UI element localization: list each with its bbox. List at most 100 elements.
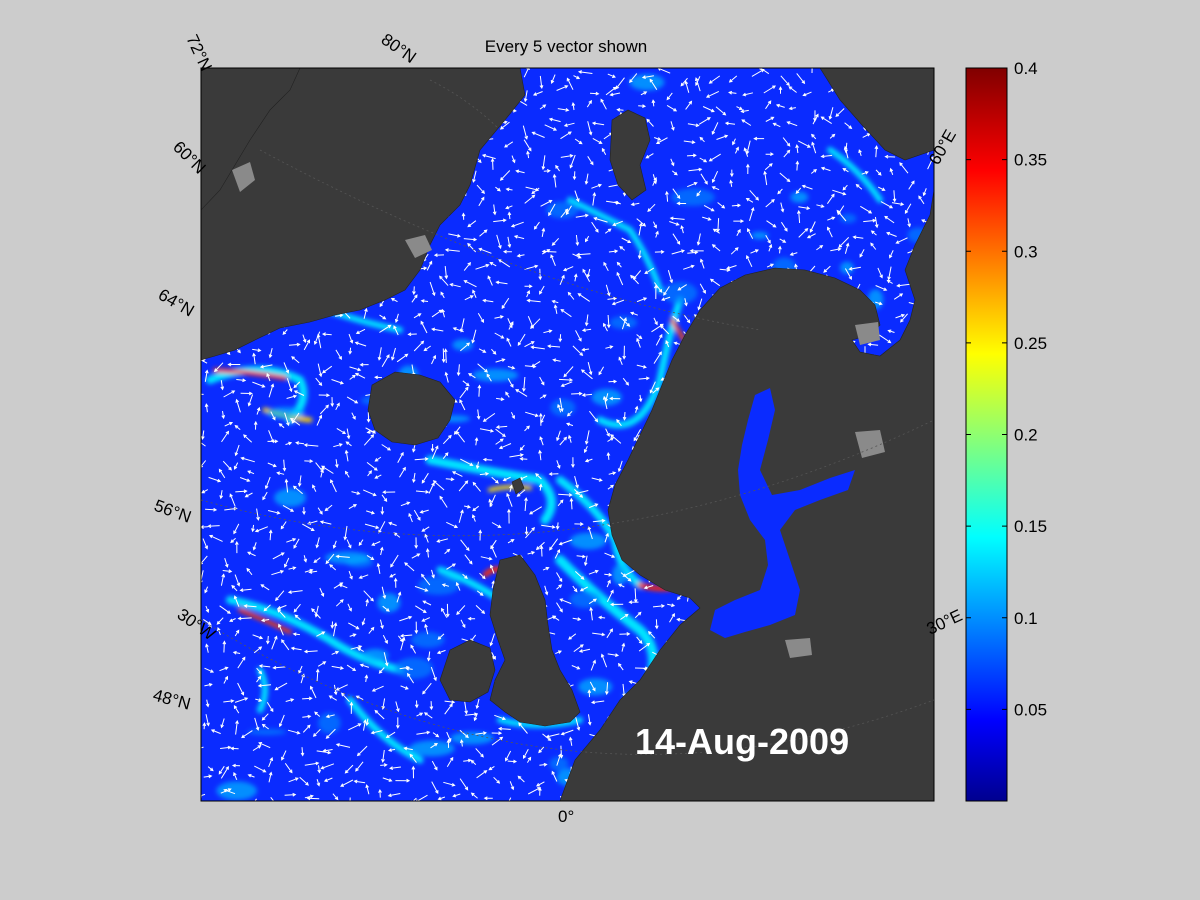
speed-patch [609, 316, 638, 330]
vector-arrow [637, 250, 642, 260]
vector-arrow [583, 555, 588, 567]
vector-arrow [621, 237, 632, 243]
vector-arrow [795, 160, 800, 171]
vector-arrow [430, 743, 438, 749]
vector-arrow [284, 557, 290, 568]
vector-arrow [442, 452, 449, 460]
vector-arrow [382, 490, 396, 495]
vector-arrow [413, 509, 421, 521]
vector-arrow [750, 249, 759, 254]
vector-arrow [421, 472, 429, 484]
vector-arrow [253, 420, 258, 430]
vector-arrow [782, 137, 791, 147]
colorbar: 0.4 0.35 0.3 0.25 0.2 0.15 0.1 0.05 [965, 59, 1047, 802]
vector-arrow [651, 99, 656, 107]
vector-arrow [325, 553, 335, 565]
vector-arrow [553, 304, 558, 314]
vector-arrow [278, 714, 285, 728]
vector-arrow [715, 106, 727, 116]
vector-arrow [843, 145, 849, 159]
vector-arrow [918, 195, 925, 205]
vector-arrow [904, 203, 912, 214]
vector-arrow [349, 797, 351, 801]
vector-arrow [574, 475, 579, 489]
vector-arrow [780, 75, 790, 87]
vector-arrow [571, 457, 575, 469]
vector-arrow [290, 646, 302, 651]
vector-arrow [743, 147, 749, 157]
vector-arrow [506, 337, 512, 347]
vector-arrow [422, 682, 432, 695]
vector-arrow [541, 227, 546, 237]
vector-arrow [591, 183, 602, 189]
vector-arrow [388, 521, 397, 526]
vector-arrow [284, 763, 293, 774]
vector-arrow [366, 412, 371, 423]
vector-arrow [429, 281, 436, 297]
vector-arrow [467, 220, 477, 228]
vector-arrow [586, 268, 591, 279]
vector-arrow [267, 462, 277, 468]
vector-arrow [617, 662, 624, 671]
vector-arrow [476, 184, 486, 194]
vector-arrow [288, 566, 297, 570]
vector-arrow [539, 545, 544, 557]
vector-arrow [556, 460, 561, 469]
speed-patch [216, 781, 257, 801]
vector-arrow [272, 665, 286, 670]
vector-arrow [608, 471, 617, 475]
vector-arrow [361, 618, 366, 626]
vector-arrow [257, 683, 272, 688]
vector-arrow [663, 286, 670, 296]
faroe-islands [511, 477, 525, 495]
vector-arrow [689, 248, 704, 253]
vector-arrow [489, 633, 495, 647]
vector-arrow [680, 77, 688, 87]
vector-arrow [315, 377, 323, 386]
vector-arrow [747, 227, 754, 239]
vector-arrow [505, 187, 513, 192]
vector-arrow [608, 249, 619, 254]
vector-arrow [462, 573, 468, 580]
vector-arrow [371, 685, 384, 692]
vector-arrow [456, 605, 466, 616]
vector-arrow [328, 695, 337, 701]
vector-arrow [680, 225, 684, 234]
vector-arrow [364, 523, 380, 530]
vector-arrow [347, 603, 352, 612]
vector-arrow [363, 434, 375, 446]
vector-arrow [219, 490, 224, 500]
vector-arrow [381, 444, 392, 451]
vector-arrow [607, 653, 620, 657]
vector-arrow [709, 278, 721, 287]
vector-arrow [261, 713, 269, 721]
map-frame [200, 67, 935, 802]
iceland [367, 371, 456, 446]
vector-arrow [254, 717, 260, 731]
vector-arrow [340, 692, 350, 703]
vector-arrow [274, 590, 285, 602]
vector-arrow [728, 75, 738, 83]
vector-arrow [778, 86, 783, 94]
vector-arrow [358, 574, 369, 579]
vector-arrow [303, 339, 310, 351]
vector-arrow [592, 632, 606, 637]
vector-arrow [247, 774, 255, 778]
vector-arrow [284, 478, 289, 493]
vector-arrow [665, 190, 669, 202]
vector-arrow [858, 149, 862, 157]
vector-arrow [515, 169, 525, 174]
vector-arrow [302, 523, 315, 531]
vector-arrow [644, 267, 655, 275]
vector-arrow [265, 635, 270, 645]
vector-arrow [315, 537, 320, 549]
vector-arrow [522, 125, 528, 140]
vector-arrow [335, 554, 350, 559]
vector-arrow [432, 732, 440, 738]
vector-arrow [889, 167, 894, 175]
vector-arrow [550, 74, 556, 84]
vector-arrow [462, 380, 470, 387]
vector-arrow [889, 250, 894, 259]
label-72N: 72°N [182, 32, 215, 74]
vector-arrow [365, 784, 370, 795]
